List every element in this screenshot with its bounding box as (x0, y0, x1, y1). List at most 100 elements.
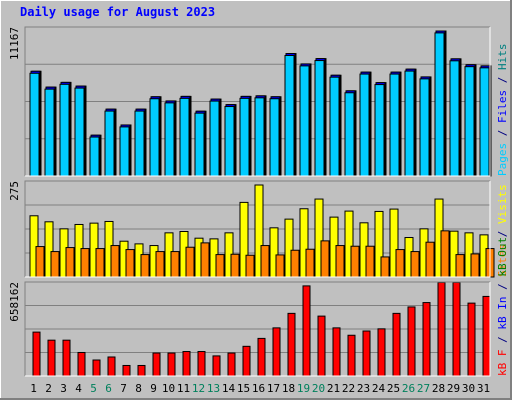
bar-pages-day-6 (104, 110, 115, 177)
x-tick-label: 21 (327, 382, 340, 395)
bar-sites-day-8 (140, 254, 150, 278)
legend-entry: / (496, 330, 509, 350)
bar-kb-f-day-23 (362, 330, 371, 377)
plot-bevel-dark (24, 281, 490, 376)
y-max-label-visits: 275 (8, 181, 21, 201)
bar-sites-day-28 (440, 230, 450, 278)
x-tick-label: 8 (135, 382, 142, 395)
bar-kb-f-day-7 (122, 364, 131, 377)
bar-pages-day-23 (359, 73, 370, 177)
x-tick-label: 11 (177, 382, 190, 395)
x-tick-label: 12 (192, 382, 205, 395)
bar-pages-day-9 (149, 98, 160, 177)
x-tick-label: 7 (120, 382, 127, 395)
bar-kb-f-day-1 (32, 331, 41, 377)
bar-pages-day-28 (434, 32, 445, 177)
bar-kb-f-day-3 (62, 339, 71, 377)
bar-pages-day-3 (59, 83, 70, 177)
bar-kb-f-day-21 (332, 327, 341, 377)
x-tick-label: 1 (30, 382, 37, 395)
x-axis-labels: 1 2 3 4 5 6 7 8 9 10 11 12 13 14 15 16 17 18 19 20 21 22 23 24 2… (30, 382, 490, 395)
x-tick-label: 31 (477, 382, 490, 395)
bar-sites-day-19 (305, 248, 315, 278)
bar-pages-day-26 (404, 70, 415, 177)
bar-kb-f-day-25 (392, 312, 401, 377)
bar-kb-f-day-10 (167, 352, 176, 377)
x-tick-label: 5 (90, 382, 97, 395)
bar-sites-day-16 (260, 245, 270, 278)
bar-kb-f-day-12 (197, 351, 206, 377)
x-tick-label: 19 (297, 382, 310, 395)
bar-pages-day-19 (299, 65, 310, 177)
x-tick-label: 3 (60, 382, 67, 395)
bar-kb-f-day-11 (182, 351, 191, 377)
bar-sites-day-27 (425, 241, 435, 278)
bar-pages-day-31 (479, 67, 490, 177)
bar-pages-day-17 (269, 98, 280, 177)
plot-bevel-light (25, 181, 491, 278)
bar-kb-f-day-16 (257, 337, 266, 377)
legend-entry: kB F (496, 350, 509, 377)
bar-sites-day-18 (290, 249, 300, 278)
bar-sites-day-17 (275, 254, 285, 278)
panel-kbytes: 658162 kB F / kB In / kB Out (8, 237, 509, 377)
x-tick-label: 10 (162, 382, 175, 395)
bar-kb-f-day-15 (242, 345, 251, 377)
x-tick-label: 20 (312, 382, 325, 395)
x-tick-label: 15 (237, 382, 250, 395)
bar-pages-day-4 (74, 87, 85, 177)
bar-sites-day-22 (350, 245, 360, 278)
bar-kb-f-day-2 (47, 339, 56, 377)
bar-kb-f-day-5 (92, 359, 101, 377)
bar-sites-day-7 (125, 249, 135, 278)
x-tick-label: 24 (372, 382, 386, 395)
bar-sites-day-15 (245, 254, 255, 278)
bar-kb-f-day-29 (452, 281, 461, 377)
legend-entry: / (496, 70, 509, 90)
bar-kb-f-day-31 (482, 295, 491, 377)
bar-kb-f-day-22 (347, 334, 356, 377)
bar-pages-day-5 (89, 136, 100, 177)
legend-entry: / (496, 123, 509, 143)
x-tick-label: 16 (252, 382, 265, 395)
x-tick-label: 9 (150, 382, 157, 395)
bar-sites-day-21 (335, 245, 345, 278)
legend-kbytes: kB F / kB In / kB Out (496, 237, 509, 376)
bar-sites-day-10 (170, 251, 180, 278)
bar-pages-day-8 (134, 110, 145, 177)
bar-sites-day-3 (65, 247, 75, 278)
bar-sites-day-4 (80, 248, 90, 278)
bar-kb-f-day-14 (227, 352, 236, 377)
x-tick-label: 25 (387, 382, 400, 395)
bar-kb-f-day-30 (467, 302, 476, 377)
legend-entry: / (496, 224, 509, 244)
bar-sites-day-20 (320, 240, 330, 278)
plot-bevel-dark (24, 180, 490, 277)
bar-pages-day-27 (419, 78, 430, 177)
bar-kb-f-day-6 (107, 356, 116, 377)
x-tick-label: 27 (417, 382, 430, 395)
legend-entry: Sites (496, 244, 509, 277)
x-tick-label: 4 (75, 382, 82, 395)
legend-entry: Pages (496, 143, 509, 176)
bar-sites-day-29 (455, 254, 465, 278)
bar-pages-day-29 (449, 60, 460, 177)
bar-pages-day-1 (29, 72, 40, 177)
chart-panels: 11167 Pages / Files / Hits 275 Sites / Visi… (8, 26, 509, 377)
x-tick-label: 2 (45, 382, 52, 395)
legend-entry: kB Out (496, 237, 509, 277)
x-tick-label: 22 (342, 382, 355, 395)
bar-pages-day-25 (389, 73, 400, 177)
x-tick-label: 13 (207, 382, 220, 395)
legend-entry: Files (496, 90, 509, 123)
x-tick-label: 28 (432, 382, 445, 395)
x-tick-label: 18 (282, 382, 295, 395)
bar-pages-day-18 (284, 55, 295, 177)
bar-pages-day-21 (329, 76, 340, 177)
bar-sites-day-23 (365, 245, 375, 278)
bar-kb-f-day-13 (212, 355, 221, 377)
bar-pages-day-16 (254, 97, 265, 177)
bar-kb-f-day-8 (137, 364, 146, 377)
bar-kb-f-day-4 (77, 351, 86, 377)
